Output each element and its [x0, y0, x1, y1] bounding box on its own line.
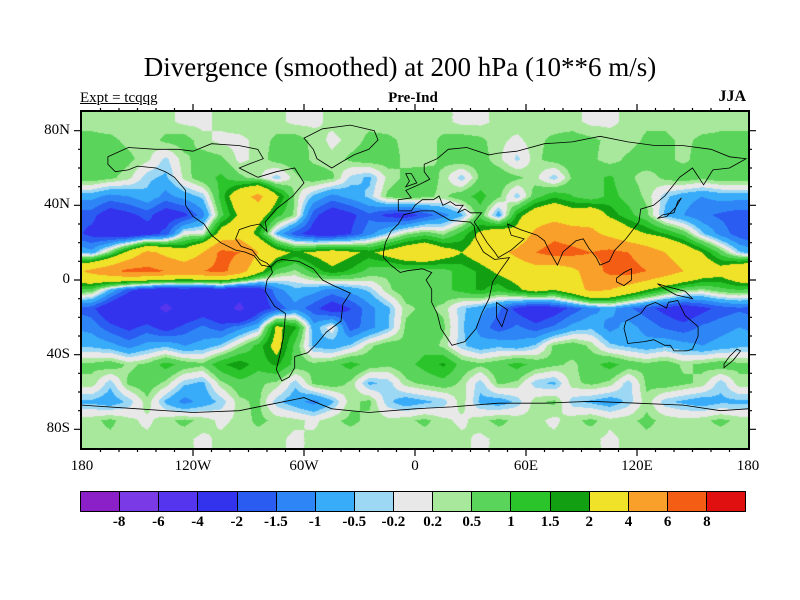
colorbar-segment — [158, 492, 198, 511]
latitude-tick-label: 40N — [44, 196, 70, 213]
coastline — [303, 124, 379, 169]
map-area: 80N 40N 0 40S 80S 180 120W 60W 0 60E 120E 180 — [44, 104, 759, 474]
longitude-tick-label: 180 — [70, 458, 94, 474]
coastline — [383, 210, 511, 346]
colorbar-segment — [432, 492, 472, 511]
coastline — [496, 301, 508, 328]
longitude-tick-label: 60W — [289, 458, 319, 474]
colorbar-tick-label: -1.5 — [264, 514, 288, 530]
colorbar-segment — [236, 492, 276, 511]
coastline — [404, 173, 418, 188]
colorbar-segment — [510, 492, 550, 511]
season-label: JJA — [718, 88, 746, 105]
colorbar-tick-label: 0.2 — [423, 514, 442, 530]
period-label: Pre-Ind — [388, 90, 438, 106]
coastline — [723, 348, 742, 369]
latitude-tick-label: 40S — [46, 345, 70, 362]
colorbar-segment — [119, 492, 159, 511]
coastline — [623, 300, 699, 352]
colorbar-tick-label: -0.5 — [342, 514, 367, 530]
colorbar-tick-label: -1 — [308, 514, 322, 530]
latitude-tick-label: 80S — [46, 420, 70, 437]
axis-tick-marks — [74, 104, 756, 456]
coastline — [81, 397, 749, 413]
colorbar-segment — [627, 492, 667, 511]
colorbar — [80, 491, 746, 512]
divergence-field-canvas — [82, 112, 748, 448]
colorbar-segment — [706, 492, 746, 511]
colorbar-segment — [549, 492, 589, 511]
experiment-label: Expt = tcqqg — [80, 90, 158, 106]
colorbar-segment — [393, 492, 433, 511]
colorbar-tick-label: -2 — [230, 514, 243, 530]
colorbar-tick-label: -8 — [112, 514, 126, 530]
colorbar-segment — [353, 492, 393, 511]
longitude-tick-label: 120W — [174, 458, 212, 474]
colorbar-segment — [275, 492, 315, 511]
colorbar-segment — [666, 492, 706, 511]
colorbar-tick-label: 1.5 — [540, 514, 560, 530]
colorbar-segment — [588, 492, 628, 511]
coastline — [264, 259, 351, 382]
longitude-tick-label: 120E — [621, 458, 653, 474]
colorbar-segment — [314, 492, 354, 511]
colorbar-tick-label: 4 — [624, 514, 633, 530]
colorbar-tick-labels: -8 -6 -4 -2 -1.5 -1 -0.5 -0.2 0.2 0.5 1 1.5 2 4 6 8 — [80, 514, 746, 536]
coastline — [107, 143, 305, 268]
colorbar-tick-label: -0.2 — [381, 514, 406, 530]
coastline — [657, 283, 694, 300]
latitude-tick-label: 0 — [62, 271, 71, 287]
colorbar-segment — [81, 492, 120, 511]
longitude-tick-label: 0 — [411, 458, 419, 474]
colorbar-tick-label: 6 — [663, 514, 672, 530]
longitude-tick-label: 180 — [736, 458, 760, 474]
colorbar-tick-label: -4 — [191, 514, 204, 530]
colorbar-segment — [471, 492, 511, 511]
longitude-tick-label: 60E — [513, 458, 539, 474]
colorbar-tick-label: 1 — [507, 514, 515, 530]
coastline — [657, 197, 682, 219]
colorbar-tick-label: 0.5 — [462, 514, 482, 530]
colorbar-tick-label: -6 — [152, 514, 165, 530]
coastline — [397, 135, 748, 267]
coastline — [616, 268, 632, 287]
coastlines-and-ticks-overlay — [74, 104, 756, 456]
colorbar-segment — [197, 492, 237, 511]
plot-title: Divergence (smoothed) at 200 hPa (10**6 … — [143, 52, 657, 82]
colorbar-tick-label: 8 — [703, 514, 711, 530]
colorbar-tick-label: 2 — [585, 514, 594, 530]
latitude-tick-label: 80N — [44, 121, 70, 138]
